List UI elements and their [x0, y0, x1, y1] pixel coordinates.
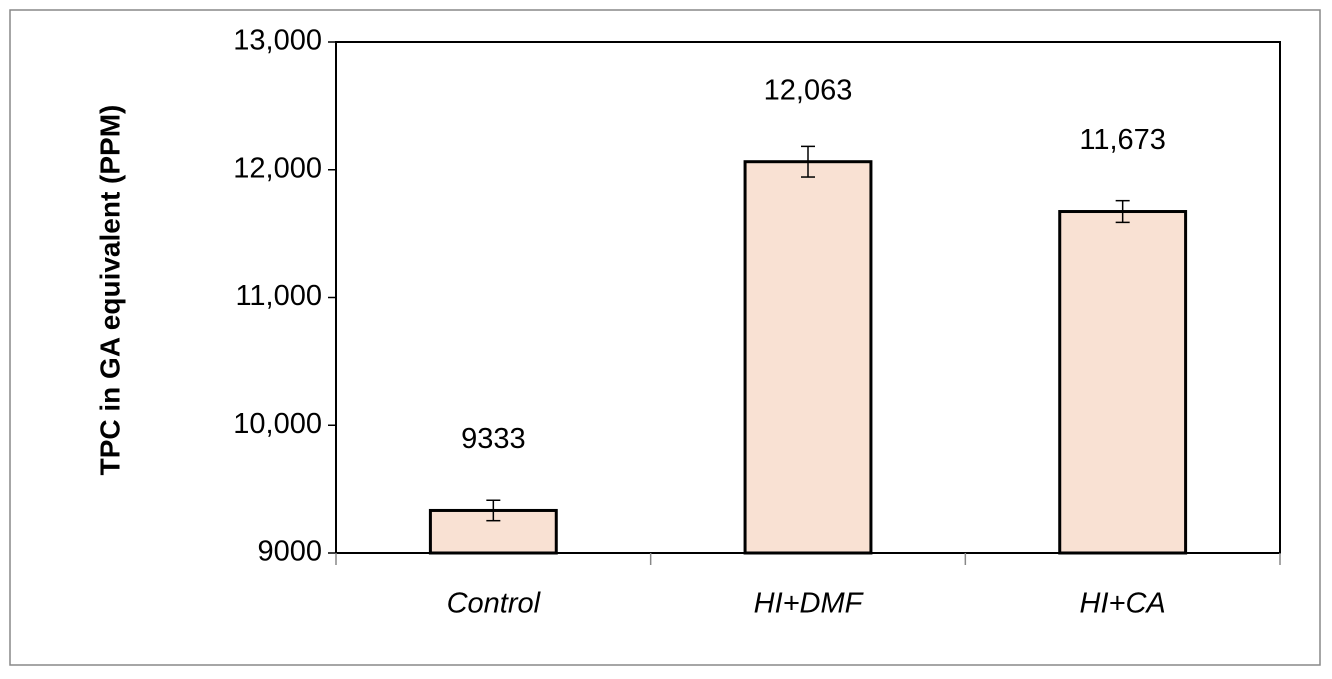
- value-label: 12,063: [764, 74, 853, 106]
- y-tick-label: 9000: [257, 536, 322, 568]
- x-tick-label: HI+CA: [1080, 588, 1166, 620]
- y-tick-label: 13,000: [233, 25, 322, 57]
- y-tick-label: 10,000: [233, 408, 322, 440]
- bar: [1058, 210, 1188, 555]
- y-axis-label: TPC in GA equivalent (PPM): [94, 105, 125, 476]
- error-bar: [486, 499, 501, 522]
- bar: [743, 160, 873, 555]
- value-label: 11,673: [1079, 124, 1166, 156]
- x-tick-label: Control: [447, 588, 542, 620]
- x-tick-label: HI+DMF: [754, 588, 865, 620]
- y-tick-label: 12,000: [233, 152, 322, 184]
- value-label: 9333: [461, 423, 526, 455]
- y-tick-label: 11,000: [235, 280, 322, 312]
- error-bar: [1115, 199, 1130, 224]
- error-bar: [801, 145, 815, 178]
